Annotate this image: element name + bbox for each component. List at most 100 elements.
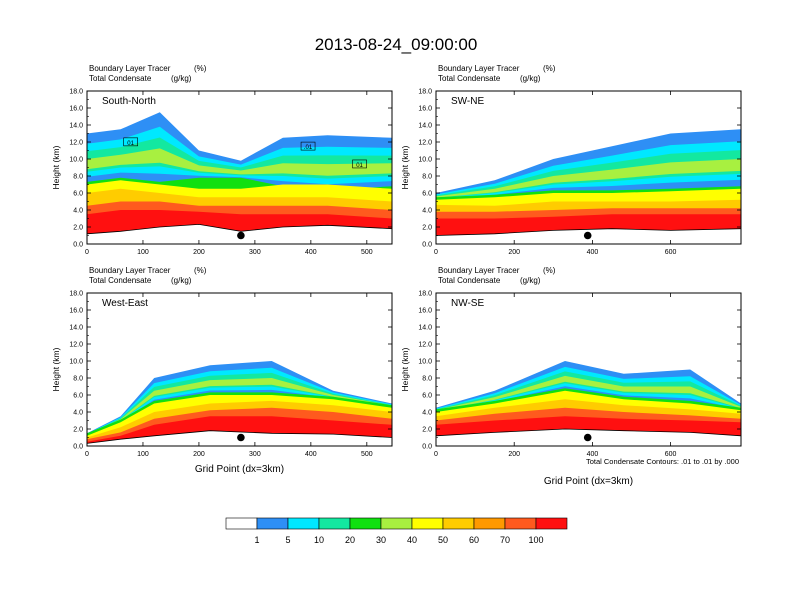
y-tick-label: 8.0 [73,174,83,181]
y-tick-label: 16.0 [69,308,83,315]
y-tick-label: 18.0 [69,89,83,96]
y-tick-label: 18.0 [418,291,432,298]
panel-sw-ne: SW-NE Boundary Layer Tracer (%) Total Conde… [400,64,742,256]
y-axis-label: Height (km) [400,347,410,391]
y-tick-label: 16.0 [418,308,432,315]
band-cloud-30 [436,375,741,411]
terrain-line [436,428,741,437]
y-axis-label: Height (km) [51,347,61,391]
y-tick-label: 8.0 [422,174,432,181]
contour-label: .01 [304,145,313,151]
y-tick-label: 0.0 [73,242,83,249]
y-tick-label: 2.0 [73,427,83,434]
y-tick-label: 18.0 [69,291,83,298]
band-cloud-5 [87,367,392,436]
y-tick-label: 12.0 [418,342,432,349]
header-unit-tracer: (%) [194,64,207,73]
contour-label-box [352,159,367,169]
colorbar-swatch [473,517,506,530]
colorbar-swatch [256,517,289,530]
x-tick-label: 600 [665,249,677,256]
y-tick-label: 12.0 [69,140,83,147]
header-unit-condensate: (g/kg) [171,276,192,285]
header-unit-condensate: (g/kg) [520,74,541,83]
panel-south-north: 01 .01 01 South-North Boundary Layer Tracer (… [51,64,393,256]
y-tick-label: 0.0 [73,444,83,451]
x-tick-label: 0 [85,451,89,458]
band-cloud-5 [436,366,741,412]
x-axis-label: Grid Point (dx=3km) [544,476,633,487]
panel-nw-se: NW-SE Boundary Layer Tracer (%) Total Conde… [400,266,742,487]
terrain-line [87,223,392,235]
colorbar-swatch [349,517,382,530]
x-tick-label: 200 [193,249,205,256]
location-marker [237,231,245,240]
colorbar-swatch [287,517,320,530]
panel-name: West-East [102,298,148,309]
x-axis-label: Grid Point (dx=3km) [195,464,284,475]
header-label-condensate: Total Condensate [438,74,501,83]
header-label-tracer: Boundary Layer Tracer [89,266,171,275]
y-tick-label: 8.0 [422,376,432,383]
y-tick-label: 4.0 [73,410,83,417]
header-unit-tracer: (%) [194,266,207,275]
colorbar-label: 50 [438,535,448,545]
colorbar-swatch [442,517,475,530]
x-tick-label: 400 [587,249,599,256]
x-tick-label: 200 [193,451,205,458]
x-tick-label: 200 [508,451,520,458]
header-unit-tracer: (%) [543,266,556,275]
y-tick-label: 0.0 [422,242,432,249]
x-tick-label: 400 [587,451,599,458]
contour-label: 01 [127,141,134,147]
header-label-condensate: Total Condensate [89,74,152,83]
band-cloud-30 [436,159,741,198]
colorbar-label: 20 [345,535,355,545]
colorbar-label: 1 [254,535,259,545]
x-tick-label: 0 [434,249,438,256]
x-tick-label: 400 [305,451,317,458]
colorbar-label: 10 [314,535,324,545]
x-tick-label: 500 [361,451,373,458]
y-tick-label: 2.0 [422,225,432,232]
location-marker [583,433,592,442]
band-cloud-30 [87,148,392,176]
y-tick-label: 14.0 [69,123,83,130]
x-tick-label: 0 [85,249,89,256]
colorbar-label: 30 [376,535,386,545]
y-tick-label: 12.0 [69,342,83,349]
y-axis-label: Height (km) [51,145,61,189]
y-tick-label: 10.0 [69,359,83,366]
x-tick-label: 300 [249,249,261,256]
y-tick-label: 14.0 [418,325,432,332]
y-tick-label: 6.0 [73,191,83,198]
y-tick-label: 6.0 [73,393,83,400]
plot-area [87,293,392,446]
contour-footnote: Total Condensate Contours: .01 to .01 by… [586,457,739,466]
band-cloud-1 [87,361,392,436]
y-tick-label: 8.0 [73,376,83,383]
x-tick-label: 100 [137,451,149,458]
plot-area: 01 .01 01 [87,91,392,244]
header-unit-condensate: (g/kg) [520,276,541,285]
panel-name: SW-NE [451,96,484,107]
y-tick-label: 14.0 [418,123,432,130]
y-tick-label: 12.0 [418,140,432,147]
y-tick-label: 18.0 [418,89,432,96]
colorbar-swatch [504,517,537,530]
colorbar-swatch [411,517,444,530]
panel-name: NW-SE [451,298,484,309]
panel-name: South-North [102,96,156,107]
plot-area [436,293,741,446]
band-cloud-30 [87,378,392,435]
y-axis-label: Height (km) [400,145,410,189]
contour-label-box [300,141,316,151]
header-label-condensate: Total Condensate [438,276,501,285]
header-label-tracer: Boundary Layer Tracer [89,64,171,73]
contour-label: 01 [356,163,363,169]
contour-label-box [123,137,138,147]
x-tick-label: 100 [137,249,149,256]
header-label-tracer: Boundary Layer Tracer [438,64,520,73]
